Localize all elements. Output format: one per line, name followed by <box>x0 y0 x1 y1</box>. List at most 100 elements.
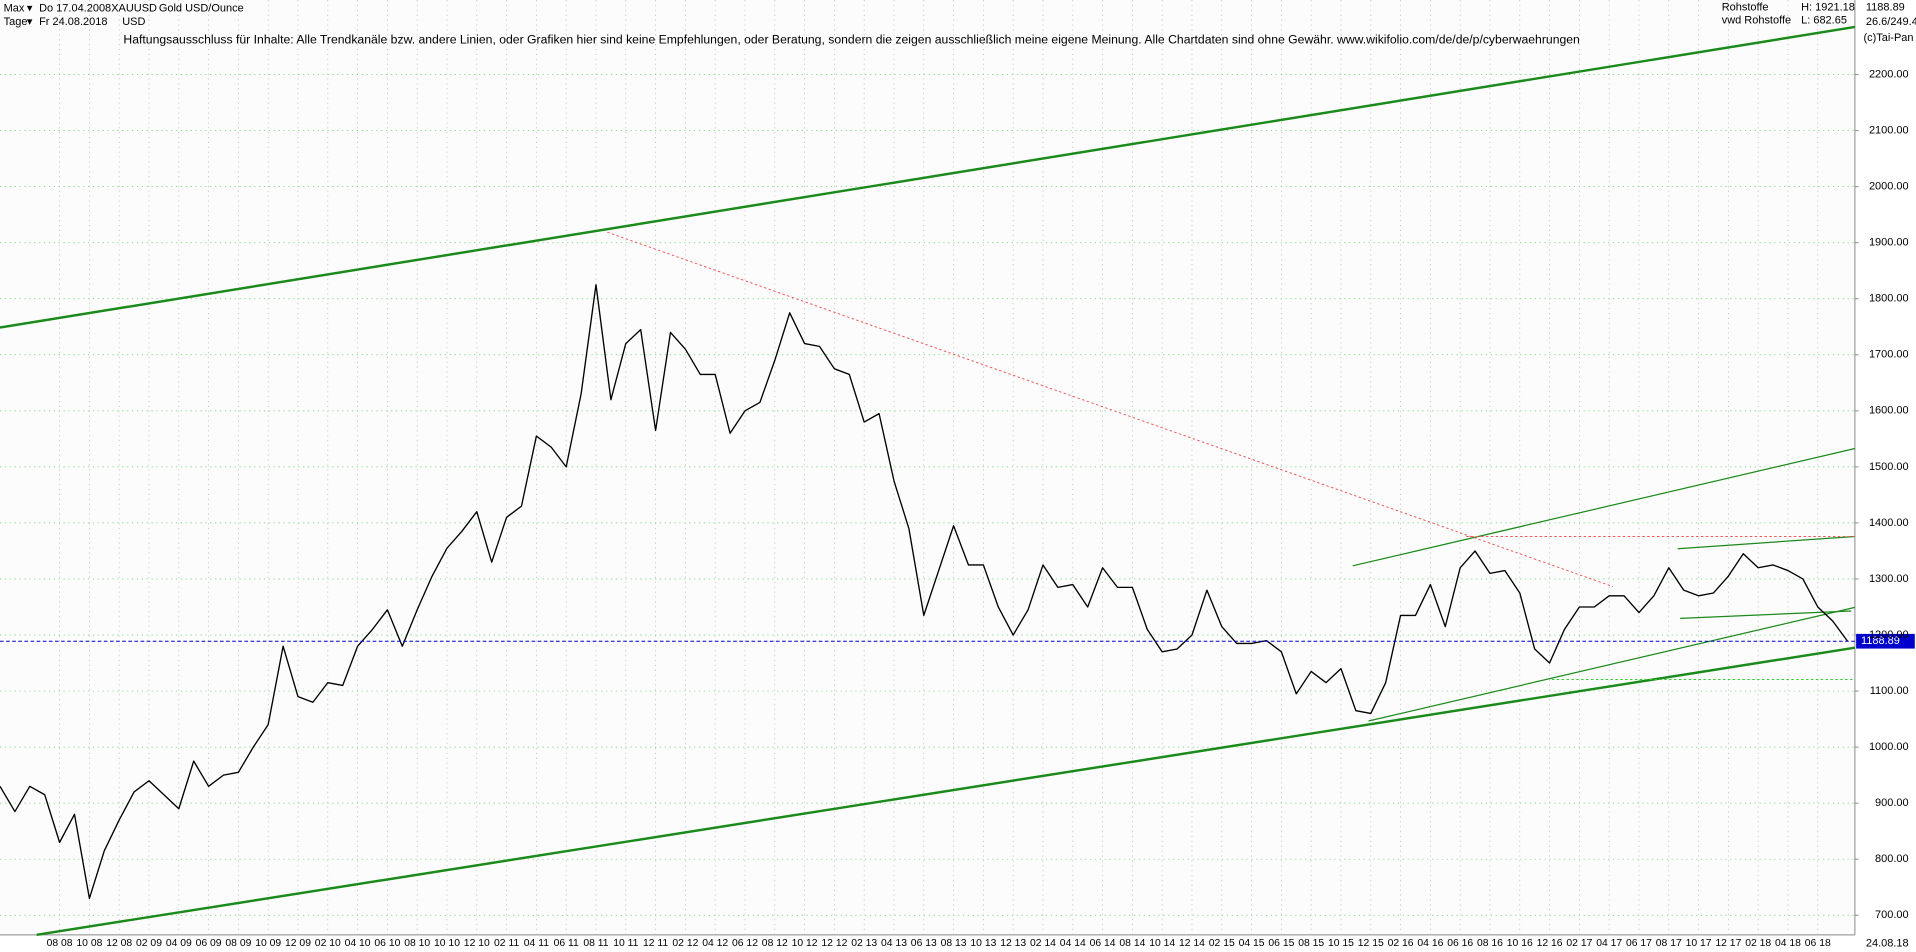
trend-line <box>607 231 1614 588</box>
y-tick-label: 800.00 <box>1875 853 1909 865</box>
x-tick-label: 12 15 <box>1358 938 1384 949</box>
range[interactable]: Max <box>4 3 25 15</box>
source: vwd Rohstoffe <box>1722 15 1791 27</box>
plot-area <box>0 0 1855 935</box>
x-tick-label: 10 16 <box>1507 938 1533 949</box>
price-line <box>0 284 1849 900</box>
disclaimer: Haftungsausschluss für Inhalte: Alle Tre… <box>123 33 1579 47</box>
x-tick-label: 02 13 <box>851 938 877 949</box>
last-price-box <box>1856 633 1915 649</box>
instrument-name: Gold USD/Ounce <box>159 3 244 15</box>
currency: USD <box>122 16 145 28</box>
start-date: Do 17.04.2008 <box>39 3 111 15</box>
grid <box>0 0 1859 935</box>
x-tick-label: 12 14 <box>1179 938 1205 949</box>
ratio: 26.6/249.4 <box>1866 16 1916 28</box>
y-tick-label: 1500.00 <box>1869 461 1909 473</box>
x-tick-label: 10 11 <box>613 938 638 949</box>
x-tick-label: 06 14 <box>1090 938 1116 949</box>
x-tick-label: 02 09 <box>136 938 162 949</box>
x-tick-label: 02 18 <box>1745 938 1771 949</box>
y-tick-label: 1600.00 <box>1869 405 1909 417</box>
x-tick-label: 12 12 <box>821 938 847 949</box>
dropdown-arrow[interactable]: ▾ <box>27 3 33 15</box>
group: Rohstoffe <box>1722 1 1769 13</box>
y-tick-label: 1800.00 <box>1869 293 1909 305</box>
x-tick-label: 06 17 <box>1626 938 1652 949</box>
period[interactable]: Tage <box>4 16 28 28</box>
y-tick-label: 1200.00 <box>1869 629 1909 641</box>
x-tick-label: 08 10 <box>404 938 430 949</box>
x-tick-label: 04 13 <box>881 938 907 949</box>
x-tick-label: 08 12 <box>762 938 788 949</box>
x-tick-label: 12 17 <box>1715 938 1741 949</box>
trend-line <box>0 25 1856 329</box>
y-tick-label: 1400.00 <box>1869 517 1909 529</box>
x-tick-label: 06 16 <box>1447 938 1473 949</box>
x-tick-label: 06 10 <box>374 938 400 949</box>
x-tick-label: 08 13 <box>941 938 967 949</box>
trend-lines <box>0 25 1856 937</box>
x-tick-label: 08 15 <box>1298 938 1324 949</box>
x-tick-label: 12 10 <box>464 938 490 949</box>
x-tick-label: 08 16 <box>1477 938 1503 949</box>
x-tick-label: 04 15 <box>1239 938 1265 949</box>
x-tick-label: 02 11 <box>494 938 519 949</box>
x-tick-label: 02 14 <box>1030 938 1056 949</box>
x-tick-label: 10 17 <box>1686 938 1712 949</box>
y-tick-label: 1100.00 <box>1870 685 1909 697</box>
y-tick-label: 1300.00 <box>1869 573 1909 585</box>
last-price-label: 1188.89 <box>1861 635 1900 647</box>
trend-line <box>1368 606 1856 722</box>
trend-line <box>1677 535 1855 550</box>
end-date: Fr 24.08.2018 <box>39 16 107 28</box>
x-tick-label: 06 13 <box>911 938 937 949</box>
y-tick-label: 2100.00 <box>1869 125 1909 137</box>
x-tick-label: 08 09 <box>225 938 251 949</box>
x-tick-label: 10 09 <box>255 938 281 949</box>
y-tick-label: 2200.00 <box>1869 68 1909 80</box>
x-tick-label: 02 17 <box>1566 938 1592 949</box>
x-tick-label: 08 17 <box>1656 938 1682 949</box>
x-tick-label: 12 11 <box>643 938 668 949</box>
x-tick-label: 04 17 <box>1596 938 1622 949</box>
x-tick-label: 08 11 <box>583 938 608 949</box>
trend-line <box>1352 447 1856 567</box>
last-price: 1188.89 <box>1866 1 1905 13</box>
x-tick-label: 10 10 <box>434 938 460 949</box>
x-tick-label: 10 12 <box>792 938 818 949</box>
x-tick-label: 12 13 <box>1000 938 1026 949</box>
x-tick-label: 04 18 <box>1775 938 1801 949</box>
x-tick-label: 04 16 <box>1417 938 1443 949</box>
x-tick-label: 06 15 <box>1268 938 1294 949</box>
x-tick-label: 02 16 <box>1388 938 1414 949</box>
dropdown-arrow[interactable]: ▾ <box>27 16 33 28</box>
x-tick-label: 06 12 <box>732 938 758 949</box>
y-tick-label: 1900.00 <box>1869 237 1909 249</box>
x-tick-label: 06 09 <box>196 938 222 949</box>
x-tick-label: 02 12 <box>672 938 698 949</box>
x-tick-label: 02 10 <box>315 938 341 949</box>
trend-line <box>36 646 1856 937</box>
low: L: 682.65 <box>1801 15 1847 27</box>
x-tick-label: 04 11 <box>524 938 549 949</box>
series: 1188.89 <box>0 284 1915 900</box>
x-tick-label: 02 15 <box>1209 938 1235 949</box>
x-tick-label: 12 16 <box>1537 938 1563 949</box>
symbol: XAUUSD <box>111 3 157 15</box>
x-tick-label: 08 08 <box>47 938 73 949</box>
x-tick-label: 12 08 <box>106 938 132 949</box>
y-tick-label: 900.00 <box>1875 797 1909 809</box>
y-tick-label: 700.00 <box>1875 909 1909 921</box>
header: Max ▾ Do 17.04.2008 XAUUSD Gold USD/Ounc… <box>4 1 1916 949</box>
x-tick-label: 06 11 <box>554 938 579 949</box>
x-tick-label: 04 10 <box>345 938 371 949</box>
high: H: 1921.18 <box>1801 1 1855 13</box>
x-tick-label: 10 08 <box>76 938 102 949</box>
x-tick-label: 10 14 <box>1149 938 1175 949</box>
x-tick-label: 04 12 <box>702 938 728 949</box>
x-tick-label: 04 09 <box>166 938 192 949</box>
y-tick-label: 2000.00 <box>1869 181 1909 193</box>
x-tick-label: 10 15 <box>1328 938 1354 949</box>
